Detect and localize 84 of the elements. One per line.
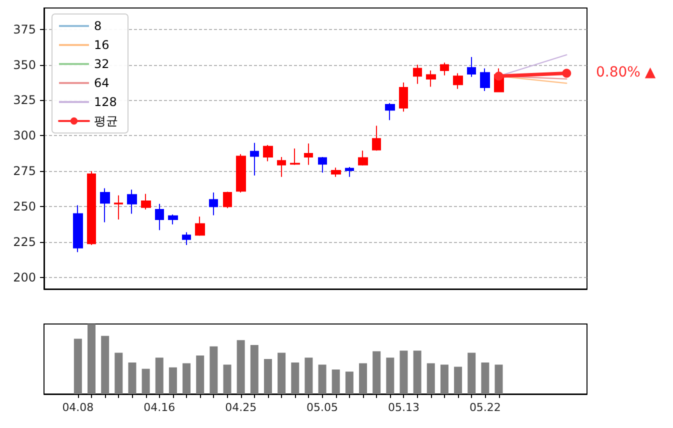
bar — [440, 364, 448, 394]
bar — [182, 363, 191, 394]
legend-label: 64 — [94, 76, 110, 90]
candlestick — [223, 191, 232, 209]
candlestick — [440, 62, 449, 76]
candlestick — [100, 188, 110, 223]
bar — [264, 359, 272, 394]
y-tick-label: 375 — [13, 22, 36, 36]
legend-label: 32 — [94, 57, 110, 71]
candlestick — [304, 143, 313, 166]
bar — [332, 370, 340, 394]
bar — [494, 364, 503, 394]
candlestick — [209, 192, 218, 216]
bar — [101, 336, 110, 394]
candlestick — [155, 203, 164, 231]
candlestick — [87, 170, 96, 246]
bar — [413, 350, 422, 394]
y-tick-label: 350 — [13, 58, 36, 72]
candlestick — [236, 154, 246, 193]
bar — [468, 352, 476, 394]
candlestick — [345, 166, 354, 178]
bar — [304, 358, 313, 394]
y-tick-label: 250 — [13, 200, 36, 214]
candlestick — [263, 144, 273, 162]
bar — [114, 352, 123, 394]
candlestick — [182, 232, 191, 246]
bar — [426, 363, 435, 394]
candlestick — [358, 150, 368, 166]
candlestick — [413, 64, 422, 84]
candlestick — [141, 193, 151, 210]
candlestick — [480, 68, 490, 92]
bar — [454, 366, 462, 394]
candlestick — [399, 82, 408, 112]
bar — [386, 358, 394, 394]
candlestick — [127, 189, 137, 214]
bar — [196, 356, 204, 394]
bar — [372, 351, 381, 394]
bar — [318, 364, 326, 394]
candlestick — [290, 148, 300, 166]
bar — [88, 324, 96, 394]
candlestick — [331, 167, 341, 178]
bar — [168, 367, 177, 394]
x-tick-label: 04.16 — [144, 401, 176, 414]
bar — [291, 362, 300, 394]
bar — [128, 362, 136, 394]
x-tick-label: 05.05 — [306, 401, 338, 414]
bar — [481, 362, 490, 394]
candlestick — [168, 214, 178, 225]
candlestick — [250, 142, 259, 176]
x-tick-label: 04.08 — [62, 401, 94, 414]
legend-label: 128 — [94, 95, 117, 109]
bar — [155, 358, 164, 394]
candlestick — [318, 156, 327, 174]
x-tick-label: 05.13 — [388, 401, 420, 414]
candlestick — [453, 72, 463, 90]
text: 0.80% ▲ — [596, 64, 656, 80]
candlestick — [426, 70, 436, 88]
bar — [223, 364, 232, 394]
bar — [278, 352, 286, 394]
bar — [400, 350, 408, 394]
bar — [359, 363, 368, 394]
candlestick — [195, 216, 205, 236]
candlestick — [372, 125, 381, 152]
candlestick — [385, 102, 395, 121]
x-tick-label: 05.22 — [469, 401, 501, 414]
candlestick — [73, 204, 83, 253]
bar — [250, 345, 258, 394]
y-tick-label: 275 — [13, 164, 36, 178]
y-tick-label: 225 — [13, 235, 36, 250]
bar — [142, 368, 150, 394]
bar — [210, 346, 218, 394]
bar — [74, 338, 82, 394]
bar — [236, 340, 245, 394]
y-tick-label: 325 — [13, 93, 36, 108]
legend-label: 8 — [94, 19, 102, 33]
candlestick — [114, 194, 123, 220]
y-tick-label: 200 — [13, 270, 36, 285]
legend-label: 평균 — [94, 114, 118, 128]
y-tick-label: 300 — [13, 128, 36, 143]
legend-label: 16 — [94, 38, 110, 52]
bar — [345, 372, 354, 394]
x-tick-label: 04.25 — [225, 401, 257, 414]
candlestick — [467, 56, 476, 78]
candlestick — [277, 156, 286, 178]
